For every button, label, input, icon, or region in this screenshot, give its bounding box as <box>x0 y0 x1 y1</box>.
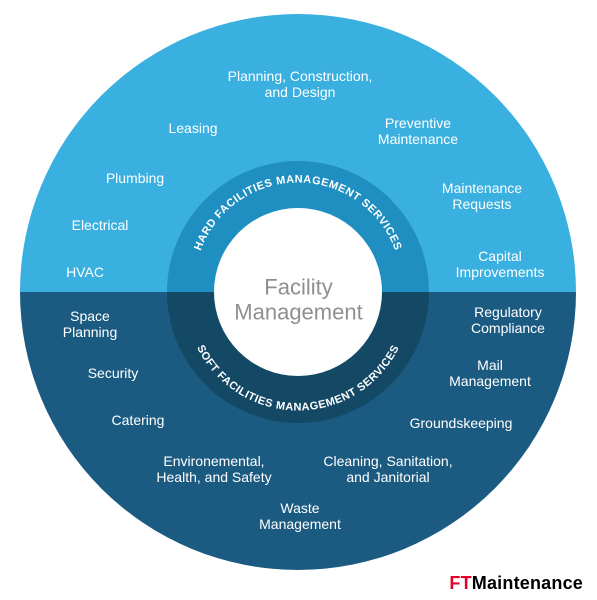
item-space-planning-line1: Planning <box>63 324 118 340</box>
item-preventive-maintenance-line0: Preventive <box>378 115 458 131</box>
item-catering-line0: Catering <box>112 412 165 428</box>
item-groundskeeping: Groundskeeping <box>410 415 513 431</box>
brand-suffix: Maintenance <box>472 573 583 593</box>
item-electrical-line0: Electrical <box>72 217 129 233</box>
item-security: Security <box>88 365 139 381</box>
item-regulatory-compliance-line1: Compliance <box>471 320 545 336</box>
item-planning-construction-design: Planning, Construction,and Design <box>228 68 373 100</box>
item-leasing-line0: Leasing <box>168 120 217 136</box>
item-space-planning: SpacePlanning <box>63 308 118 340</box>
item-maintenance-requests-line0: Maintenance <box>442 180 522 196</box>
diagram-stage: { "diagram": { "type": "infographic", "c… <box>0 0 597 600</box>
center-label-line1: Facility <box>234 275 362 300</box>
item-mail-management-line0: Mail <box>449 357 531 373</box>
item-security-line0: Security <box>88 365 139 381</box>
item-cleaning-sanitation-janitorial-line1: and Janitorial <box>323 469 452 485</box>
center-label: Facility Management <box>234 275 362 326</box>
item-capital-improvements-line1: Improvements <box>456 264 545 280</box>
item-environmental-health-safety-line0: Environemental, <box>156 453 271 469</box>
item-capital-improvements-line0: Capital <box>456 248 545 264</box>
item-hvac: HVAC <box>66 264 104 280</box>
item-maintenance-requests-line1: Requests <box>442 196 522 212</box>
item-plumbing-line0: Plumbing <box>106 170 164 186</box>
item-leasing: Leasing <box>168 120 217 136</box>
item-waste-management-line0: Waste <box>259 500 341 516</box>
item-preventive-maintenance-line1: Maintenance <box>378 131 458 147</box>
item-space-planning-line0: Space <box>63 308 118 324</box>
center-label-line2: Management <box>234 300 362 325</box>
item-capital-improvements: CapitalImprovements <box>456 248 545 280</box>
item-environmental-health-safety: Environemental,Health, and Safety <box>156 453 271 485</box>
item-cleaning-sanitation-janitorial-line0: Cleaning, Sanitation, <box>323 453 452 469</box>
item-planning-construction-design-line1: and Design <box>228 84 373 100</box>
item-waste-management: WasteManagement <box>259 500 341 532</box>
item-catering: Catering <box>112 412 165 428</box>
item-mail-management: MailManagement <box>449 357 531 389</box>
item-electrical: Electrical <box>72 217 129 233</box>
item-planning-construction-design-line0: Planning, Construction, <box>228 68 373 84</box>
item-cleaning-sanitation-janitorial: Cleaning, Sanitation,and Janitorial <box>323 453 452 485</box>
item-hvac-line0: HVAC <box>66 264 104 280</box>
item-regulatory-compliance-line0: Regulatory <box>471 304 545 320</box>
item-waste-management-line1: Management <box>259 516 341 532</box>
item-plumbing: Plumbing <box>106 170 164 186</box>
brand-prefix: FT <box>449 573 471 593</box>
item-regulatory-compliance: RegulatoryCompliance <box>471 304 545 336</box>
item-preventive-maintenance: PreventiveMaintenance <box>378 115 458 147</box>
item-environmental-health-safety-line1: Health, and Safety <box>156 469 271 485</box>
brand-logo: FTMaintenance <box>449 573 583 594</box>
item-mail-management-line1: Management <box>449 373 531 389</box>
item-groundskeeping-line0: Groundskeeping <box>410 415 513 431</box>
item-maintenance-requests: MaintenanceRequests <box>442 180 522 212</box>
